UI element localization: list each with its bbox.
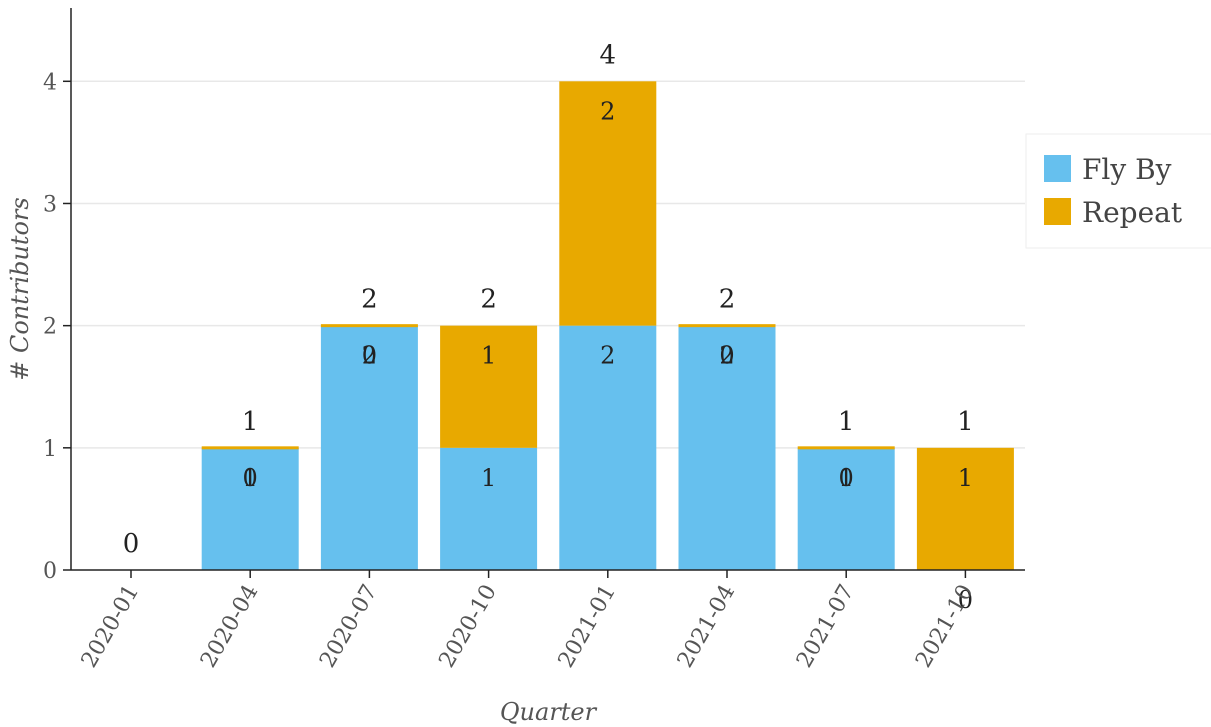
x-tick-label: 2020-07 [315, 581, 382, 673]
y-ticks: 0 1 2 3 4 [43, 70, 71, 584]
bar-total-label: 2 [480, 285, 497, 315]
y-tick-label: 0 [43, 559, 57, 584]
x-tick-label: 2020-10 [434, 581, 501, 673]
bar-value-label: 1 [481, 342, 496, 370]
axes [70, 8, 1025, 571]
bar-value-label: 0 [719, 342, 734, 370]
legend-label: Fly By [1082, 153, 1172, 186]
bar-repeat-zero [201, 446, 299, 450]
legend-label: Repeat [1082, 196, 1183, 229]
legend: Fly By Repeat [1025, 133, 1211, 249]
bar-value-label: 1 [839, 464, 854, 492]
bar-repeat [916, 447, 1014, 570]
x-tick-label: 2021-10 [911, 581, 978, 673]
legend-box [1025, 133, 1211, 249]
bar-fly-by [678, 325, 776, 570]
bar-fly-by [797, 447, 895, 570]
x-tick-label: 2021-04 [673, 581, 740, 673]
bar-fly-by [440, 447, 538, 570]
x-tick-label: 2020-04 [196, 581, 263, 673]
bar-total-label: 0 [123, 529, 140, 559]
bar-value-label: 1 [958, 464, 973, 492]
x-tick-label: 2020-01 [77, 581, 144, 673]
bar-value-label: 0 [362, 342, 377, 370]
bar-value-label: 2 [719, 342, 734, 370]
bar-value-label: 1 [481, 464, 496, 492]
x-ticks: 2020-01 2020-04 2020-07 2020-10 2021-01 2021-… [77, 570, 979, 672]
bar-value-label: 0 [839, 464, 854, 492]
bar-repeat [559, 81, 657, 326]
y-tick-label: 4 [43, 70, 57, 95]
bar-repeat-zero [797, 446, 895, 450]
bar-value-label: 0 [958, 586, 973, 614]
bar-repeat-zero [320, 324, 418, 328]
legend-swatch [1044, 155, 1071, 182]
y-tick-label: 2 [43, 315, 57, 340]
bar-total-label: 2 [361, 285, 378, 315]
gridlines [71, 80, 1025, 449]
bar-total-label: 2 [719, 285, 736, 315]
bar-total-label: 4 [600, 40, 617, 70]
bar-value-label: 2 [600, 342, 615, 370]
x-axis-title: Quarter [500, 698, 598, 726]
x-tick-label: 2021-01 [554, 581, 621, 673]
y-tick-label: 3 [43, 192, 57, 217]
bar-fly-by [320, 325, 418, 570]
bar-value-label: 0 [243, 464, 258, 492]
bar-fly-by [201, 447, 299, 570]
bar-value-label: 2 [362, 342, 377, 370]
bar-value-label: 1 [243, 464, 258, 492]
bar-total-label: 1 [242, 407, 259, 437]
x-tick-label: 2021-07 [792, 581, 859, 673]
legend-swatch [1044, 198, 1071, 225]
bars [201, 81, 1014, 570]
y-axis-title: # Contributors [6, 197, 34, 381]
bar-repeat [440, 325, 538, 448]
bar-fly-by [559, 325, 657, 570]
bar-total-label: 1 [838, 407, 855, 437]
bar-repeat-zero [678, 324, 776, 328]
bar-value-label: 2 [600, 97, 615, 125]
bar-total-label: 1 [957, 407, 974, 437]
y-tick-label: 1 [43, 437, 57, 462]
